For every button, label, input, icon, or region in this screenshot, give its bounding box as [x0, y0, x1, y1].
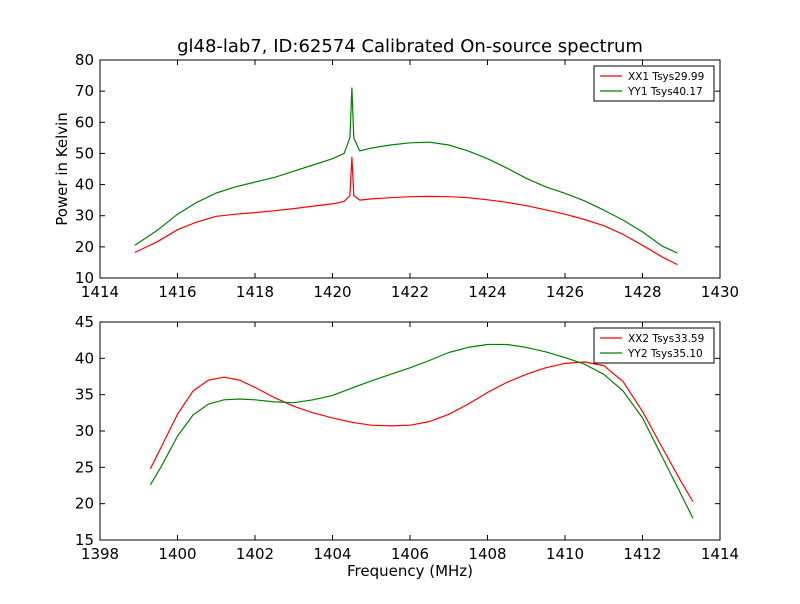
legend-label: YY1 Tsys40.17: [627, 86, 703, 98]
x-tick-label: 1414: [701, 545, 739, 563]
legend-label: YY2 Tsys35.10: [627, 348, 703, 360]
y-axis-label-top: Power in Kelvin: [53, 112, 71, 226]
x-axis-label-bottom: Frequency (MHz): [347, 562, 473, 580]
y-tick-label: 25: [75, 458, 94, 476]
x-tick-label: 1400: [158, 545, 196, 563]
series-group: [134, 87, 678, 266]
x-tick-label: 1430: [701, 283, 739, 301]
x-tick-label: 1398: [81, 545, 119, 563]
top-panel: 1414 1416 1418 1420 1422 1424 1426 1428 1430 10 20…: [75, 51, 739, 301]
y-tick-label: 45: [75, 313, 94, 331]
x-tick-label: 1410: [546, 545, 584, 563]
series-group: [149, 343, 694, 519]
legend-label: XX2 Tsys33.59: [628, 333, 704, 345]
series-line-2-2: [149, 343, 694, 519]
legend-box: [593, 327, 715, 364]
y-tick-label: 20: [75, 495, 94, 513]
y-tick-label: 15: [75, 531, 94, 549]
x-tick-label: 1422: [391, 283, 429, 301]
legend-box: [593, 65, 715, 102]
y-tick-label: 20: [75, 238, 94, 256]
series-line-1-2: [134, 87, 678, 254]
y-tick-label: 30: [75, 207, 94, 225]
legend: XX2 Tsys33.59 YY2 Tsys35.10: [593, 327, 715, 364]
y-tick-label: 40: [75, 349, 94, 367]
chart-title: gl48-lab7, ID:62574 Calibrated On-source…: [177, 36, 643, 57]
x-tick-label: 1404: [313, 545, 351, 563]
legend-label: XX1 Tsys29.99: [628, 71, 704, 83]
x-tick-label: 1414: [81, 283, 119, 301]
bottom-panel: 1398 1400 1402 1404 1406 1408 1410 1412 1414 15 20…: [75, 313, 739, 563]
x-tick-label: 1420: [313, 283, 351, 301]
y-tick-label: 60: [75, 113, 94, 131]
y-tick-label: 30: [75, 422, 94, 440]
x-tick-label: 1408: [468, 545, 506, 563]
y-tick-label: 40: [75, 176, 94, 194]
y-tick-label: 80: [75, 51, 94, 69]
y-tick-label: 10: [75, 269, 94, 287]
x-tick-label: 1428: [623, 283, 661, 301]
legend: XX1 Tsys29.99 YY1 Tsys40.17: [593, 65, 715, 102]
x-tick-label: 1426: [546, 283, 584, 301]
x-tick-label: 1416: [158, 283, 196, 301]
x-tick-label: 1406: [391, 545, 429, 563]
x-tick-label: 1412: [623, 545, 661, 563]
y-tick-label: 50: [75, 144, 94, 162]
y-tick-label: 70: [75, 82, 94, 100]
series-line-1-1: [134, 156, 678, 266]
series-line-2-1: [149, 361, 694, 502]
x-tick-label: 1418: [236, 283, 274, 301]
x-tick-label: 1424: [468, 283, 506, 301]
y-tick-label: 35: [75, 386, 94, 404]
x-tick-label: 1402: [236, 545, 274, 563]
